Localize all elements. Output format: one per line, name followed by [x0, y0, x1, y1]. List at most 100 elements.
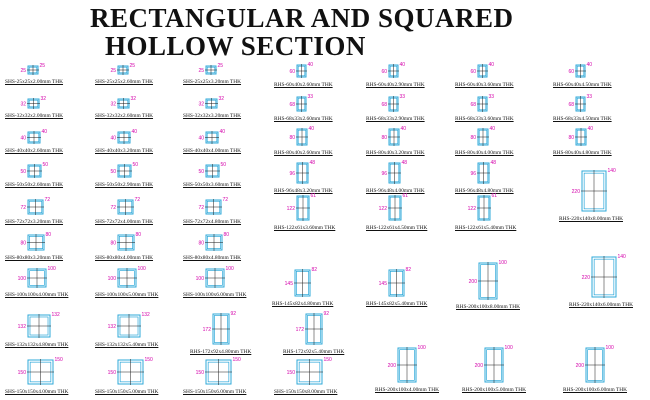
dimension-height: 150 [18, 370, 27, 376]
section-label: RHS-68x33x2.90mm THK [366, 116, 425, 122]
section-drawing: 80 80 [20, 232, 51, 251]
section-label: SHS-100x100x6.00mm THK [183, 292, 247, 298]
section-label: RHS-68x33x3.60mm THK [455, 116, 514, 122]
dimension-width: 72 [135, 197, 141, 203]
section-drawing: 92 172 [296, 311, 329, 345]
dimension-width: 25 [130, 63, 136, 69]
dimension-width: 25 [40, 63, 46, 69]
dimension-width: 92 [231, 311, 237, 317]
section-label: SHS-32x32x3.20mm THK [183, 113, 242, 119]
dimension-height: 60 [381, 69, 387, 75]
dimension-height: 96 [470, 171, 476, 177]
section-drawing: 150 150 [18, 357, 63, 385]
dimension-width: 150 [145, 357, 154, 363]
section-label: RHS-80x40x4.80mm THK [553, 150, 612, 156]
dimension-height: 68 [470, 102, 476, 108]
section-drawing: 100 100 [196, 266, 234, 288]
dimension-width: 92 [324, 311, 330, 317]
section-label: RHS-200x100x6.00mm THK [563, 387, 627, 393]
dimension-width: 33 [400, 94, 406, 100]
section-label: SHS-80x80x4.80mm THK [183, 255, 242, 261]
title-line-1: RECTANGULAR AND SQUARED [90, 3, 514, 33]
section-label: SHS-150x150x4.00mm THK [5, 389, 69, 395]
dimension-height: 220 [572, 189, 581, 195]
dimension-height: 25 [110, 68, 116, 74]
section-label: SHS-72x72x4.00mm THK [95, 219, 154, 225]
section-drawing: 40 40 [198, 129, 225, 144]
section-label: SHS-32x32x2.60mm THK [95, 113, 154, 119]
dimension-width: 132 [52, 312, 61, 318]
dimension-width: 150 [233, 357, 242, 363]
section-drawing: 140 220 [572, 168, 616, 212]
section-label: RHS-200x100x8.00mm THK [456, 304, 520, 310]
dimension-height: 80 [110, 241, 116, 247]
section-drawing: 82 145 [379, 267, 411, 297]
section-label: RHS-60x40x3.60mm THK [455, 82, 514, 88]
dimension-width: 40 [490, 126, 496, 132]
dimension-width: 72 [223, 197, 229, 203]
section-label: RHS-60x40x4.50mm THK [553, 82, 612, 88]
section-label: SHS-40x40x2.60mm THK [5, 148, 64, 154]
dimension-width: 82 [406, 267, 412, 273]
dimension-width: 32 [219, 96, 225, 102]
dimension-height: 32 [110, 102, 116, 108]
section-drawing: 100 200 [469, 260, 507, 300]
section-drawing: 40 60 [470, 62, 494, 78]
dimension-height: 145 [379, 281, 388, 287]
section-label: RHS-96x48x3.20mm THK [274, 188, 333, 194]
dimension-height: 122 [379, 206, 388, 212]
section-label: SHS-132x132x5.40mm THK [95, 342, 159, 348]
dimension-width: 40 [42, 129, 48, 135]
section-label: RHS-122x61x4.50mm THK [366, 225, 428, 231]
dimension-width: 82 [312, 267, 318, 273]
dimension-height: 96 [289, 171, 295, 177]
section-label: RHS-200x100x4.00mm THK [375, 387, 439, 393]
section-drawing: 92 172 [203, 311, 236, 345]
dimension-width: 100 [48, 266, 57, 272]
dimension-height: 60 [568, 69, 574, 75]
section-label: RHS-60x40x2.90mm THK [366, 82, 425, 88]
section-label: SHS-25x25x3.20mm THK [183, 79, 242, 85]
section-label: RHS-80x40x2.60mm THK [274, 150, 333, 156]
section-label: RHS-96x48x4.80mm THK [455, 188, 514, 194]
section-drawing: 132 132 [108, 312, 150, 338]
section-label: RHS-80x40x4.00mm THK [455, 150, 514, 156]
section-drawing: 80 80 [110, 232, 141, 251]
dimension-height: 96 [381, 171, 387, 177]
dimension-width: 40 [588, 126, 594, 132]
section-label: RHS-122x61x5.40mm THK [455, 225, 517, 231]
dimension-height: 40 [20, 136, 26, 142]
dimension-width: 40 [132, 129, 138, 135]
dimension-height: 72 [198, 205, 204, 211]
section-label: SHS-80x80x3.20mm THK [5, 255, 64, 261]
dimension-height: 60 [470, 69, 476, 75]
section-drawing: 100 200 [388, 345, 426, 383]
dimension-width: 50 [43, 162, 49, 168]
section-drawing: 80 80 [198, 232, 229, 251]
section-drawing: 40 80 [381, 126, 406, 146]
dimension-width: 33 [587, 94, 593, 100]
section-label: RHS-145x82x5.40mm THK [366, 301, 428, 307]
section-drawing: 33 68 [568, 94, 592, 112]
dimension-height: 220 [582, 275, 591, 281]
section-label: RHS-172x92x5.40mm THK [283, 349, 345, 355]
section-drawing: 150 150 [196, 357, 241, 385]
dimension-height: 122 [468, 206, 477, 212]
section-drawing: 150 150 [287, 357, 332, 385]
dimension-height: 200 [388, 363, 397, 369]
section-label: RHS-80x40x3.20mm THK [366, 150, 425, 156]
dimension-height: 80 [198, 241, 204, 247]
dimension-width: 72 [45, 197, 51, 203]
dimension-width: 100 [418, 345, 427, 351]
section-drawing: 40 60 [568, 62, 592, 78]
section-drawing: 61 122 [379, 193, 408, 221]
dimension-width: 150 [55, 357, 64, 363]
dimension-height: 32 [198, 102, 204, 108]
dimension-height: 50 [20, 169, 26, 175]
dimension-height: 72 [20, 205, 26, 211]
dimension-height: 200 [576, 363, 585, 369]
dimension-height: 145 [285, 281, 294, 287]
section-label: SHS-72x72x4.80mm THK [183, 219, 242, 225]
dimension-height: 80 [470, 135, 476, 141]
dimension-width: 48 [310, 160, 316, 166]
